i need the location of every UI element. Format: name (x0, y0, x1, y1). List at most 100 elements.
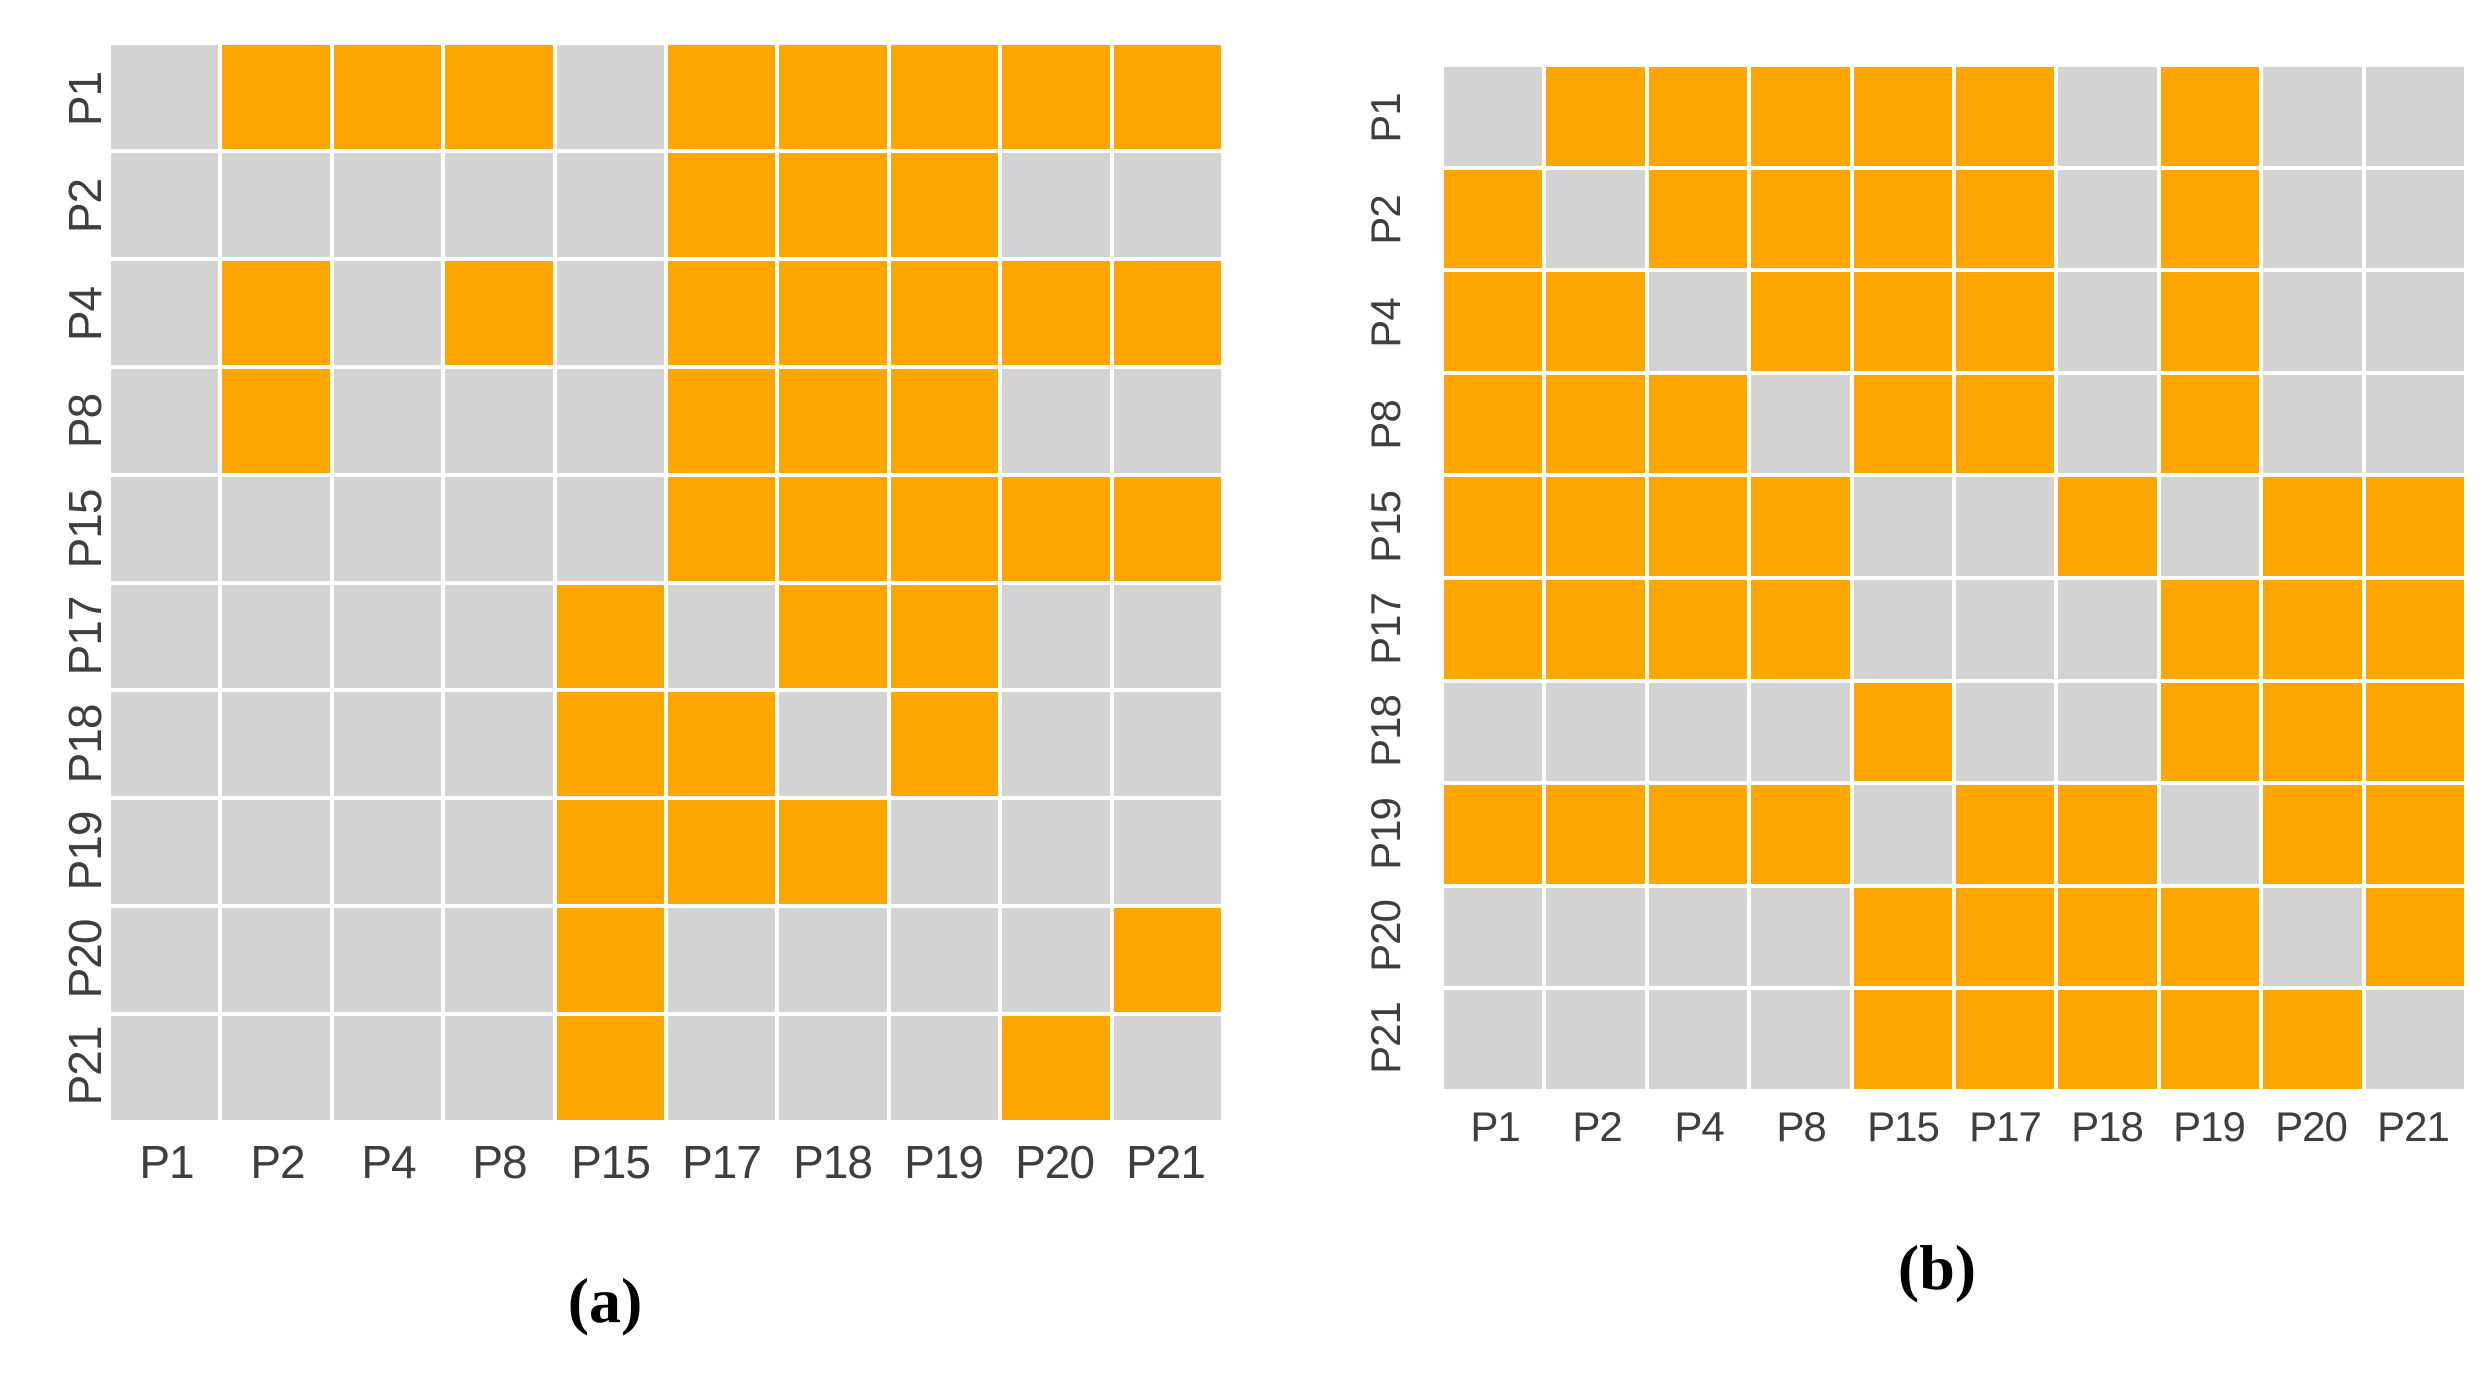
cell-b-P15-P21 (2365, 477, 2464, 576)
cell-a-P15-P19 (890, 476, 999, 581)
cell-a-P19-P21 (1113, 800, 1221, 905)
cell-b-P8-P21 (2365, 374, 2464, 474)
cell-a-P19-P15 (556, 800, 664, 905)
cell-b-P21-P8 (1751, 990, 1850, 1089)
cell-b-P1-P2 (1546, 67, 1645, 166)
cell-a-P19-P1 (111, 800, 219, 905)
cell-b-P4-P18 (2058, 272, 2157, 371)
cell-b-P4-P2 (1546, 272, 1645, 371)
cell-b-P17-P8 (1751, 579, 1850, 679)
cell-b-P20-P18 (2058, 887, 2157, 987)
cell-b-P21-P17 (1956, 990, 2055, 1089)
cell-b-P17-P21 (2365, 579, 2464, 679)
cell-b-P17-P17 (1956, 579, 2055, 679)
y-axis-label-a-P2: P2 (59, 179, 111, 234)
cell-a-P8-P2 (222, 368, 330, 473)
y-axis-label-b-P20: P20 (1362, 899, 1409, 972)
x-axis-label-a-P15: P15 (571, 1136, 651, 1188)
cell-b-P21-P18 (2058, 990, 2157, 1089)
cell-b-P8-P17 (1956, 374, 2055, 474)
cell-a-P2-P18 (779, 152, 887, 257)
cell-b-P17-P4 (1648, 579, 1748, 679)
cell-a-P4-P21 (1113, 260, 1221, 365)
cell-b-P17-P15 (1853, 579, 1952, 679)
cell-a-P18-P20 (1002, 692, 1110, 797)
cell-a-P1-P20 (1002, 45, 1110, 149)
x-axis-label-a-P17: P17 (682, 1136, 762, 1188)
cell-b-P4-P19 (2160, 272, 2260, 371)
cell-b-P1-P18 (2058, 67, 2157, 166)
cell-b-P19-P18 (2058, 785, 2157, 884)
cell-b-P17-P20 (2263, 579, 2362, 679)
cell-b-P15-P18 (2058, 477, 2157, 576)
cell-a-P2-P21 (1113, 152, 1221, 257)
cell-a-P15-P18 (779, 476, 887, 581)
y-axis-label-b-P1: P1 (1362, 93, 1409, 143)
cell-b-P20-P21 (2365, 887, 2464, 987)
cell-b-P15-P4 (1648, 477, 1748, 576)
x-axis-label-a-P19: P19 (904, 1136, 984, 1188)
y-axis-label-a-P18: P18 (59, 704, 111, 784)
cell-a-P18-P19 (890, 692, 999, 797)
cell-a-P2-P15 (556, 152, 664, 257)
cell-b-P8-P4 (1648, 374, 1748, 474)
cell-b-P19-P20 (2263, 785, 2362, 884)
cell-b-P2-P1 (1444, 169, 1543, 269)
cell-b-P2-P18 (2058, 169, 2157, 269)
cell-b-P4-P17 (1956, 272, 2055, 371)
cell-b-P15-P17 (1956, 477, 2055, 576)
cell-b-P21-P19 (2160, 990, 2260, 1089)
cell-a-P19-P2 (222, 800, 330, 905)
cell-a-P4-P20 (1002, 260, 1110, 365)
cell-b-P21-P21 (2365, 990, 2464, 1089)
cell-b-P21-P4 (1648, 990, 1748, 1089)
y-axis-label-b-P17: P17 (1362, 593, 1409, 665)
cell-a-P1-P19 (890, 45, 999, 149)
cell-a-P17-P18 (779, 584, 887, 689)
cell-a-P1-P2 (222, 45, 330, 149)
y-axis-label-b-P2: P2 (1362, 195, 1409, 245)
cell-b-P2-P19 (2160, 169, 2260, 269)
cell-b-P18-P15 (1853, 682, 1952, 782)
cell-b-P8-P8 (1751, 374, 1850, 474)
cell-a-P15-P17 (668, 476, 776, 581)
cell-b-P4-P1 (1444, 272, 1543, 371)
heatmap-b (1444, 67, 2464, 1089)
cell-a-P15-P8 (445, 476, 553, 581)
cell-a-P21-P2 (222, 1016, 330, 1120)
cell-a-P2-P2 (222, 152, 330, 257)
cell-a-P18-P8 (445, 692, 553, 797)
cell-a-P8-P15 (556, 368, 664, 473)
y-axis-label-b-P18: P18 (1362, 695, 1409, 768)
cell-a-P15-P15 (556, 476, 664, 581)
cell-a-P8-P4 (333, 368, 442, 473)
cell-b-P21-P20 (2263, 990, 2362, 1089)
cell-b-P19-P21 (2365, 785, 2464, 884)
cell-b-P18-P4 (1648, 682, 1748, 782)
cell-b-P21-P1 (1444, 990, 1543, 1089)
cell-b-P8-P2 (1546, 374, 1645, 474)
cell-a-P18-P17 (668, 692, 776, 797)
cell-a-P1-P15 (556, 45, 664, 149)
cell-a-P17-P4 (333, 584, 442, 689)
caption-a: (a) (567, 1265, 643, 1336)
cell-a-P20-P1 (111, 908, 219, 1013)
x-axis-label-a-P21: P21 (1126, 1136, 1206, 1188)
cell-b-P15-P15 (1853, 477, 1952, 576)
cell-a-P15-P20 (1002, 476, 1110, 581)
cell-a-P17-P8 (445, 584, 553, 689)
cell-a-P19-P20 (1002, 800, 1110, 905)
cell-b-P15-P19 (2160, 477, 2260, 576)
x-axis-label-b-P8: P8 (1776, 1103, 1826, 1150)
cell-a-P2-P19 (890, 152, 999, 257)
x-axis-label-b-P18: P18 (2071, 1103, 2144, 1150)
cell-b-P2-P2 (1546, 169, 1645, 269)
x-axis-label-b-P15: P15 (1867, 1103, 1940, 1150)
cell-b-P18-P18 (2058, 682, 2157, 782)
cell-b-P15-P1 (1444, 477, 1543, 576)
cell-a-P15-P1 (111, 476, 219, 581)
cell-a-P20-P2 (222, 908, 330, 1013)
y-axis-label-b-P4: P4 (1362, 297, 1409, 348)
cell-a-P4-P4 (333, 260, 442, 365)
